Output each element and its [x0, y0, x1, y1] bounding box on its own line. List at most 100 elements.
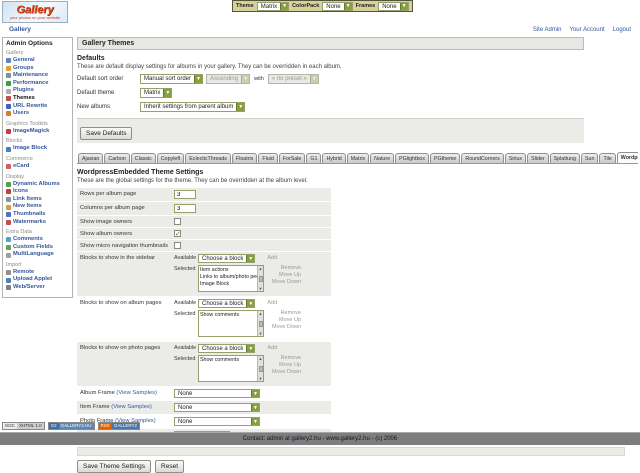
sidebar-item-groups[interactable]: Groups: [6, 65, 70, 73]
move-up-link[interactable]: Move Up: [279, 317, 302, 323]
rows-per-page-input[interactable]: [174, 190, 196, 199]
your-account-link[interactable]: Your Account: [569, 26, 605, 33]
tab-forsale[interactable]: ForSale: [278, 153, 306, 163]
reset-button[interactable]: Reset: [155, 460, 185, 473]
tab-splattung[interactable]: Splattung: [549, 153, 581, 163]
move-down-link[interactable]: Move Down: [272, 279, 302, 285]
photo-frame-samples-link[interactable]: (View Samples): [115, 418, 156, 424]
blocks-sidebar-selected-listbox[interactable]: Item actions Links to album/photo peers …: [198, 265, 264, 292]
tab-floatrix[interactable]: Floatrix: [231, 153, 258, 163]
sidebar-item-upload-applet[interactable]: Upload Applet: [6, 276, 70, 284]
show-image-owners-checkbox[interactable]: [174, 218, 181, 225]
gallery-logo[interactable]: Gallery your photos on your website: [2, 1, 68, 23]
listbox-scrollbar[interactable]: ▲ ▼: [257, 266, 263, 291]
tab-sun[interactable]: Sun: [581, 153, 599, 163]
sidebar-item-plugins[interactable]: Plugins: [6, 87, 70, 95]
list-item[interactable]: Show comments: [200, 357, 240, 363]
tab-classic[interactable]: Classic: [130, 153, 156, 163]
blocks-photo-available-select[interactable]: Choose a block ▼: [198, 344, 256, 353]
sidebar-item-remote[interactable]: Remote: [6, 269, 70, 277]
gallery2-badge[interactable]: G2 GALLERY2.HU: [47, 422, 95, 430]
scroll-up-icon[interactable]: ▲: [258, 356, 263, 361]
tab-wordpressembedded[interactable]: WordpressEmbedded: [616, 152, 638, 163]
tab-fluid[interactable]: Fluid: [258, 153, 278, 163]
sidebar-item-web-server[interactable]: Web/Server: [6, 284, 70, 292]
sidebar-item-url-rewrite[interactable]: URL Rewrite: [6, 103, 70, 111]
sidebar-item-multilanguage[interactable]: MultiLanguage: [6, 251, 70, 259]
default-theme-select[interactable]: Matrix ▼: [140, 88, 173, 98]
tab-hybrid[interactable]: Hybrid: [322, 153, 346, 163]
show-micro-nav-checkbox[interactable]: [174, 242, 181, 249]
blocks-album-available-select[interactable]: Choose a block ▼: [198, 299, 256, 308]
sidebar-item-watermarks[interactable]: Watermarks: [6, 219, 70, 227]
sidebar-item-image-block[interactable]: Image Block: [6, 145, 70, 153]
sidebar-item-thumbnails[interactable]: Thumbnails: [6, 211, 70, 219]
sidebar-item-ecard[interactable]: eCard: [6, 163, 70, 171]
listbox-scrollbar[interactable]: ▲ ▼: [257, 356, 263, 381]
scroll-thumb[interactable]: [258, 320, 263, 327]
blocks-photo-selected-listbox[interactable]: Show comments ▲ ▼: [198, 355, 264, 382]
sidebar-item-general[interactable]: General: [6, 57, 70, 65]
theme-select[interactable]: Matrix ▼: [256, 1, 290, 11]
colorpack-select[interactable]: None ▼: [322, 1, 353, 11]
frames-select[interactable]: None ▼: [378, 1, 409, 11]
remove-link[interactable]: Remove: [280, 310, 302, 316]
new-albums-select[interactable]: Inherit settings from parent album ▼: [140, 102, 246, 112]
tab-matrix[interactable]: Matrix: [346, 153, 370, 163]
scroll-thumb[interactable]: [258, 275, 263, 282]
rss-badge[interactable]: RSS GALLERY2: [97, 422, 140, 430]
blocks-photo-add-link[interactable]: Add: [267, 345, 278, 351]
move-up-link[interactable]: Move Up: [279, 272, 302, 278]
remove-link[interactable]: Remove: [280, 355, 302, 361]
sidebar-item-users[interactable]: Users: [6, 110, 70, 118]
move-down-link[interactable]: Move Down: [272, 369, 302, 375]
blocks-album-add-link[interactable]: Add: [267, 300, 278, 306]
item-frame-samples-link[interactable]: (View Samples): [111, 404, 152, 410]
list-item[interactable]: Image Block: [200, 281, 230, 287]
tab-pgtheme[interactable]: PGtheme: [430, 153, 461, 163]
show-album-owners-checkbox[interactable]: [174, 230, 181, 238]
list-item[interactable]: Show comments: [200, 312, 240, 318]
tab-siriux[interactable]: Siriux: [504, 153, 527, 163]
scroll-thumb[interactable]: [258, 365, 263, 372]
tab-ajaxian[interactable]: Ajaxian: [78, 153, 104, 163]
move-up-link[interactable]: Move Up: [279, 362, 302, 368]
sidebar-item-imagemagick[interactable]: ImageMagick: [6, 128, 70, 136]
sidebar-item-custom-fields[interactable]: Custom Fields: [6, 244, 70, 252]
scroll-up-icon[interactable]: ▲: [258, 311, 263, 316]
photo-frame-select[interactable]: None ▼: [174, 417, 260, 426]
tab-copyleft[interactable]: Copyleft: [156, 153, 185, 163]
tab-pglightbox[interactable]: PGlightbox: [395, 153, 429, 163]
tab-g1[interactable]: G1: [306, 153, 322, 163]
sidebar-item-new-items[interactable]: New Items: [6, 203, 70, 211]
tab-roundcorners[interactable]: RoundCorners: [461, 153, 504, 163]
scroll-up-icon[interactable]: ▲: [258, 266, 263, 271]
tab-carbon[interactable]: Carbon: [104, 153, 130, 163]
listbox-scrollbar[interactable]: ▲ ▼: [257, 311, 263, 336]
sidebar-item-link-items[interactable]: Link Items: [6, 196, 70, 204]
save-defaults-button[interactable]: Save Defaults: [80, 127, 133, 140]
save-theme-settings-button[interactable]: Save Theme Settings: [77, 460, 152, 473]
breadcrumb-gallery[interactable]: Gallery: [9, 26, 32, 33]
scroll-down-icon[interactable]: ▼: [258, 331, 263, 336]
remove-link[interactable]: Remove: [280, 265, 302, 271]
site-admin-link[interactable]: Site Admin: [532, 26, 562, 33]
xhtml-badge[interactable]: W3C XHTML 1.0: [2, 422, 45, 430]
blocks-album-selected-listbox[interactable]: Show comments ▲ ▼: [198, 310, 264, 337]
scroll-down-icon[interactable]: ▼: [258, 286, 263, 291]
sort-order-select[interactable]: Manual sort order ▼: [140, 74, 204, 84]
sidebar-item-dynamic-albums[interactable]: Dynamic Albums: [6, 181, 70, 189]
sidebar-item-maintenance[interactable]: Maintenance: [6, 72, 70, 80]
blocks-sidebar-add-link[interactable]: Add: [267, 255, 278, 261]
tab-tile[interactable]: Tile: [599, 153, 616, 163]
list-item[interactable]: Links to album/photo peers: [200, 274, 257, 280]
sidebar-item-comments[interactable]: Comments: [6, 236, 70, 244]
sidebar-item-themes[interactable]: Themes: [6, 95, 70, 103]
tab-nature[interactable]: Nature: [370, 153, 395, 163]
move-down-link[interactable]: Move Down: [272, 324, 302, 330]
sidebar-item-performance[interactable]: Performance: [6, 80, 70, 88]
scroll-down-icon[interactable]: ▼: [258, 376, 263, 381]
columns-per-page-input[interactable]: [174, 204, 196, 213]
blocks-sidebar-available-select[interactable]: Choose a block ▼: [198, 254, 256, 263]
list-item[interactable]: Item actions: [200, 267, 229, 273]
